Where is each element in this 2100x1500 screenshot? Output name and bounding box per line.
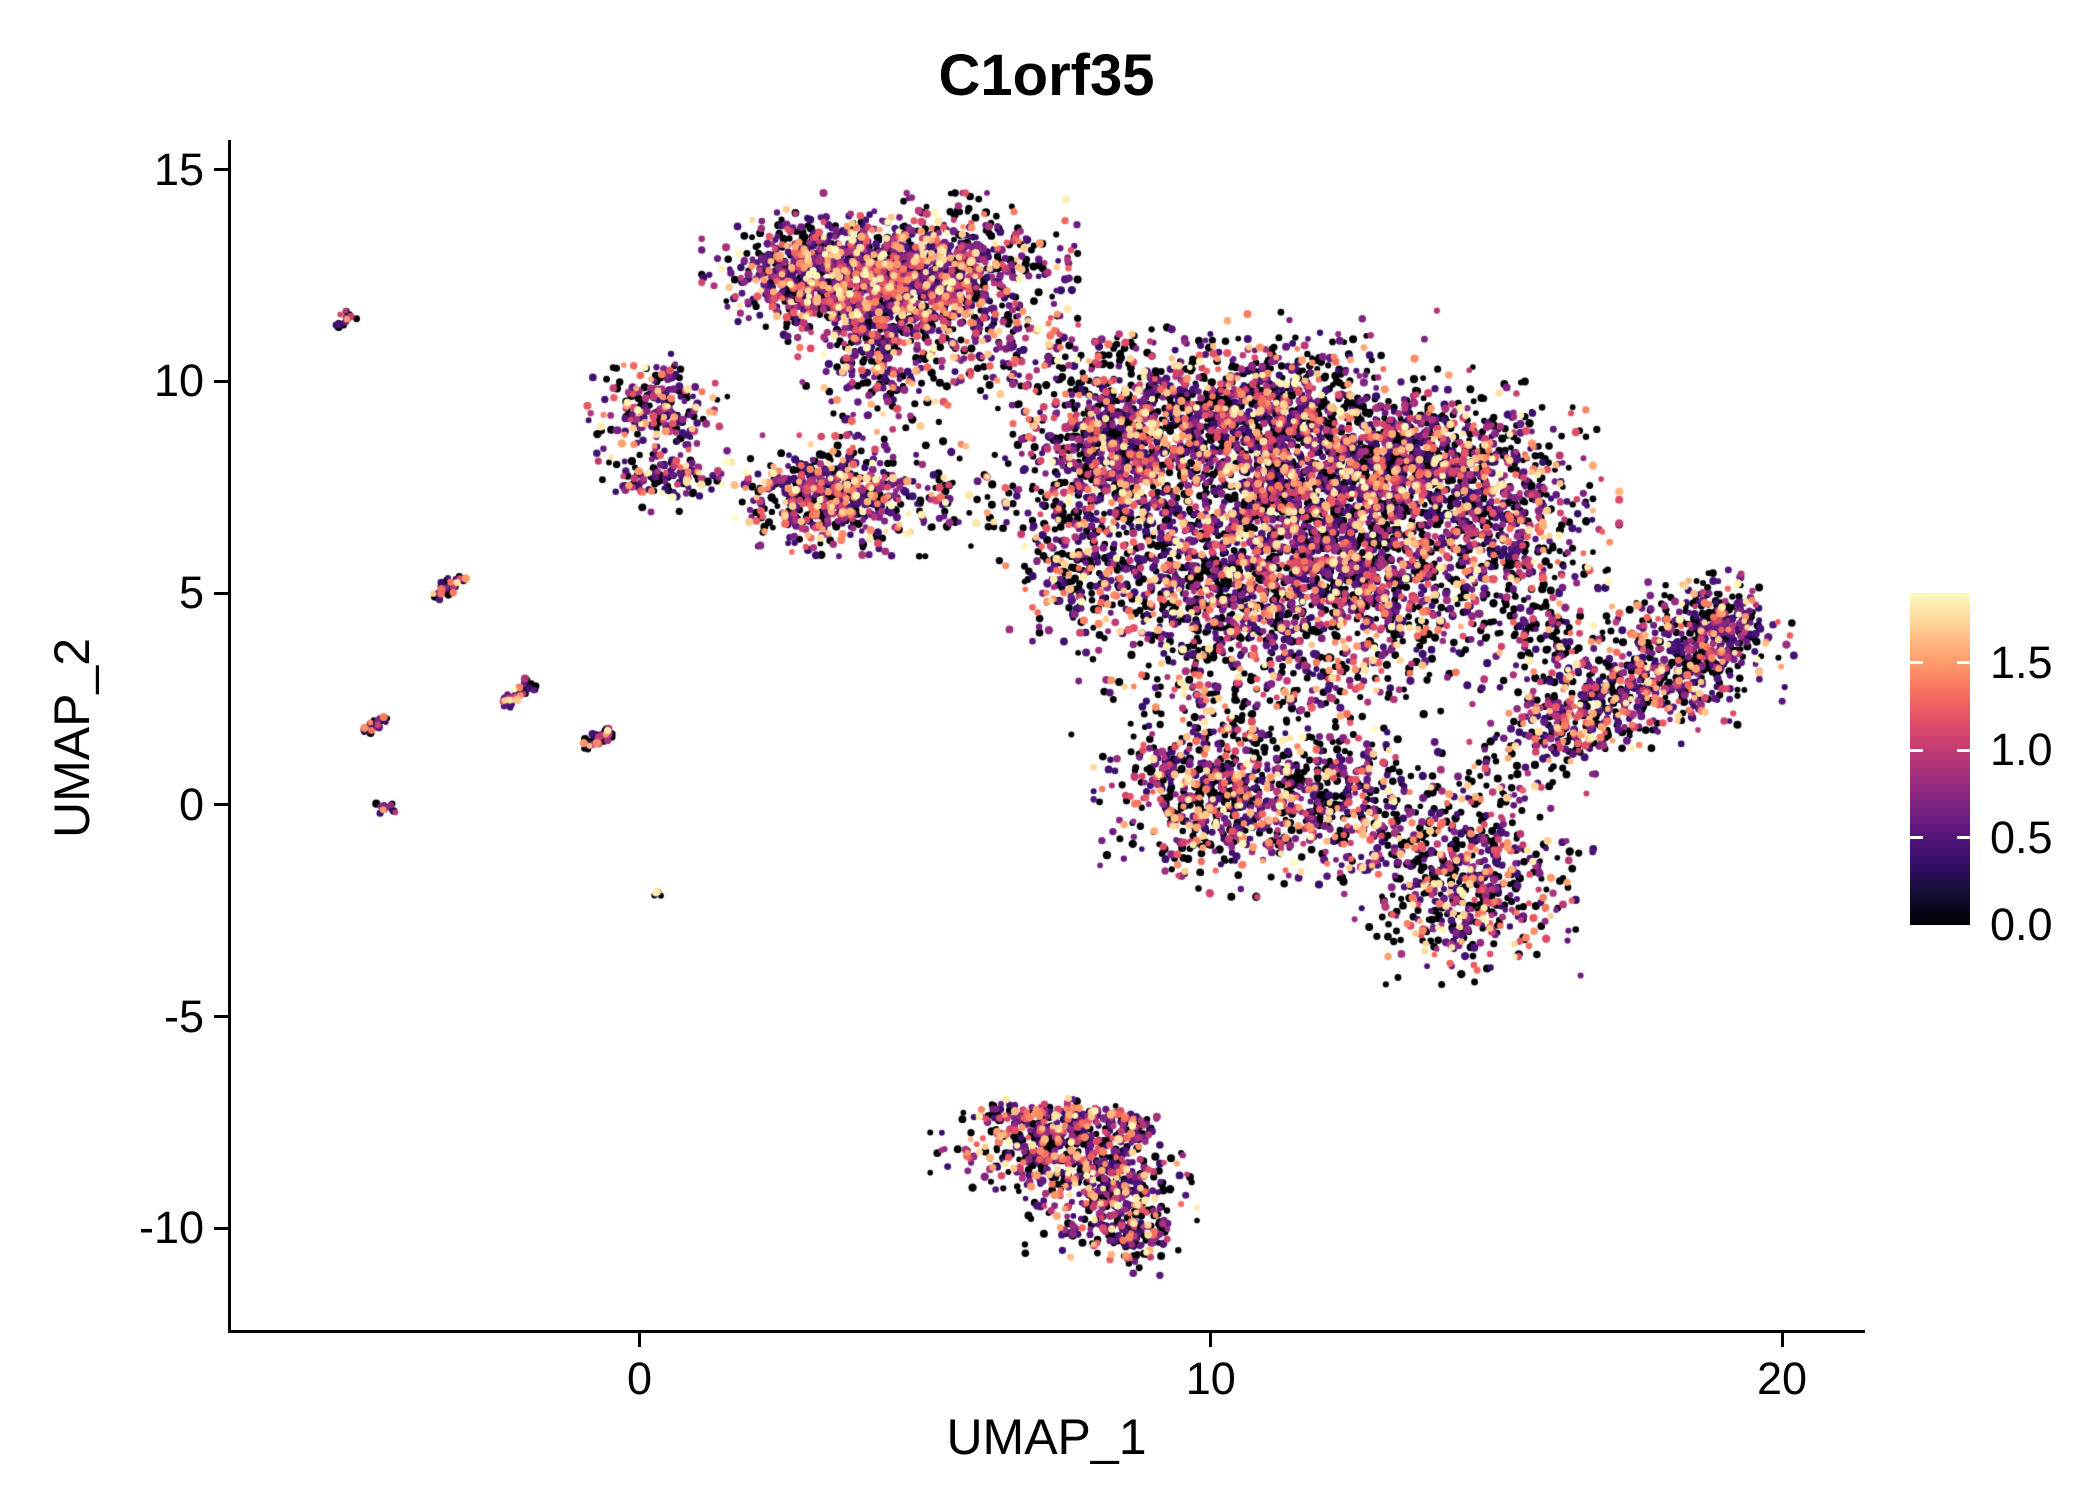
x-tick-label: 0 xyxy=(626,1353,652,1404)
x-tick xyxy=(1780,1333,1784,1347)
y-tick xyxy=(214,379,228,383)
y-tick-label: 5 xyxy=(178,567,204,619)
x-axis-label: UMAP_1 xyxy=(946,1409,1147,1465)
colorbar-tick xyxy=(1910,836,1923,840)
x-tick xyxy=(1209,1333,1213,1347)
colorbar-tick xyxy=(1957,836,1970,840)
colorbar-tick xyxy=(1910,748,1923,752)
colorbar-tick xyxy=(1957,748,1970,752)
scatter-canvas xyxy=(231,140,1862,1330)
x-tick-label: 20 xyxy=(1756,1353,1808,1404)
colorbar-tick-label: 1.0 xyxy=(1990,724,2053,776)
y-axis-label: UMAP_2 xyxy=(44,637,100,839)
y-tick xyxy=(214,168,228,172)
y-tick-label: 0 xyxy=(178,778,204,830)
colorbar-tick xyxy=(1910,661,1923,665)
x-axis-line xyxy=(228,1330,1865,1333)
y-tick-label: 10 xyxy=(153,355,204,407)
colorbar-legend xyxy=(1910,593,1970,925)
y-axis-line xyxy=(228,140,231,1333)
y-tick-label: 15 xyxy=(153,143,204,195)
y-tick-label: -10 xyxy=(138,1202,204,1254)
y-tick xyxy=(214,803,228,807)
colorbar-tick-label: 0.0 xyxy=(1990,899,2053,950)
x-tick xyxy=(637,1333,641,1347)
y-tick-label: -5 xyxy=(163,990,204,1042)
plot-title: C1orf35 xyxy=(938,43,1155,108)
colorbar-gradient xyxy=(1910,593,1970,925)
y-tick xyxy=(214,1015,228,1019)
x-tick-label: 10 xyxy=(1185,1353,1236,1404)
colorbar-tick-label: 0.5 xyxy=(1990,811,2053,863)
y-tick xyxy=(214,591,228,595)
colorbar-tick-label: 1.5 xyxy=(1990,636,2053,688)
y-tick xyxy=(214,1226,228,1230)
colorbar-tick xyxy=(1957,661,1970,665)
